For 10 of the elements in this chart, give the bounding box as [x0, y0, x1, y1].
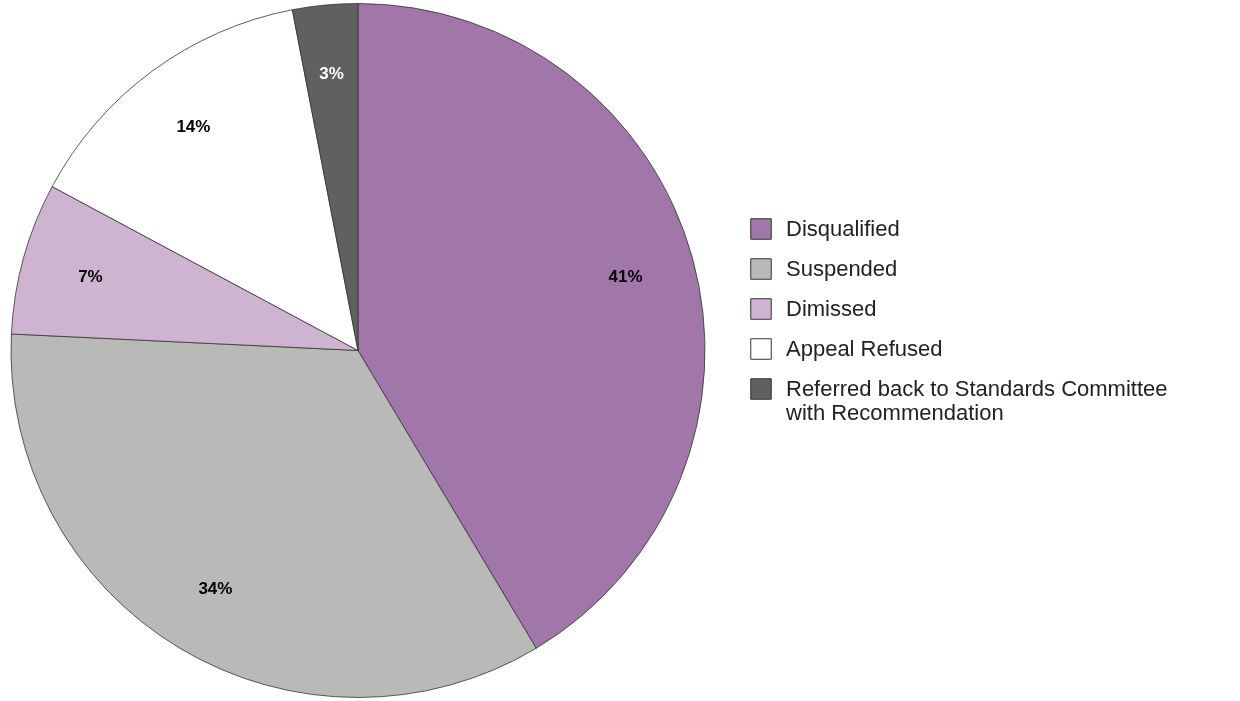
legend-label: Referred back to Standards Committee with Recommendation: [785, 376, 1168, 425]
data-label: 7%: [78, 266, 103, 286]
data-label: 14%: [176, 116, 211, 136]
legend-label: Suspended: [786, 256, 898, 281]
legend-label: Disqualified: [786, 216, 900, 241]
data-label: 34%: [198, 578, 233, 598]
data-label: 3%: [319, 64, 344, 84]
legend-label: Dimissed: [786, 296, 877, 321]
legend-label: Appeal Refused: [786, 336, 943, 361]
data-label: 41%: [608, 266, 643, 286]
